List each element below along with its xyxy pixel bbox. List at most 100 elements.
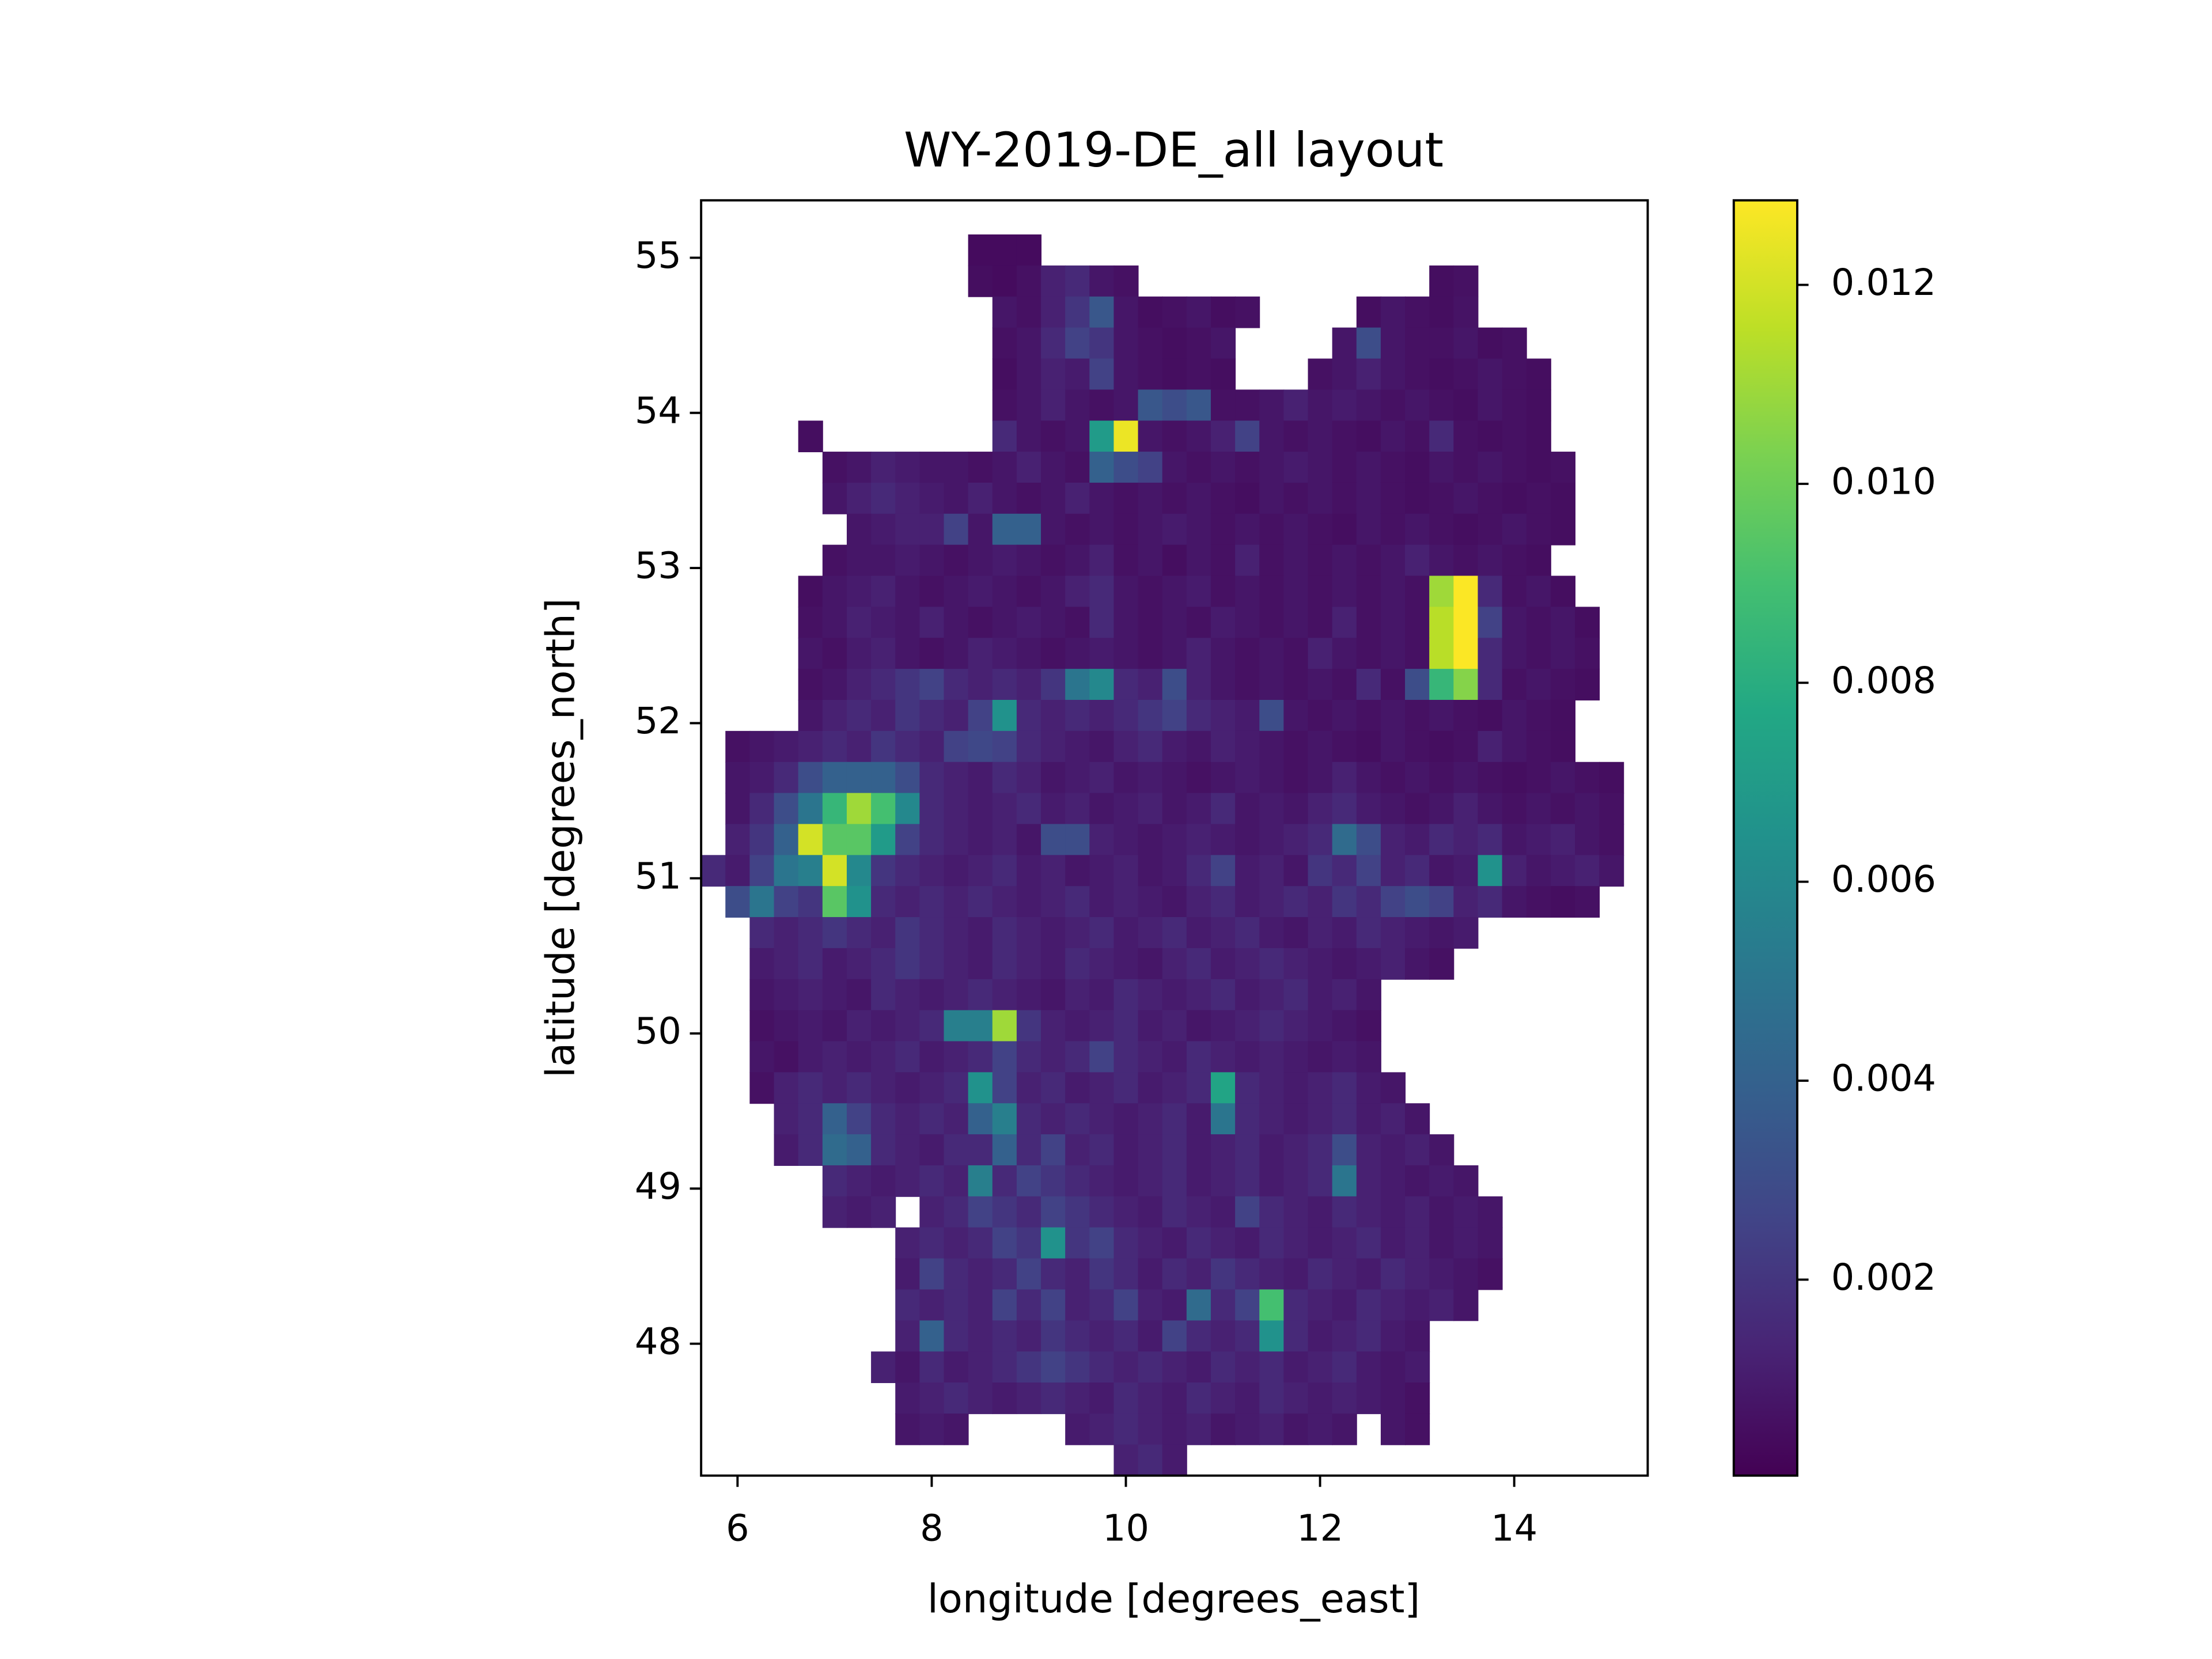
heatmap-cell [1186,1227,1211,1259]
heatmap-cell [846,482,872,514]
heatmap-cell [774,762,799,794]
heatmap-cell [1502,638,1527,670]
heatmap-cell [1210,1010,1236,1042]
heatmap-cell [1113,575,1139,608]
heatmap-cell [1235,452,1260,483]
heatmap-cell [1356,1196,1381,1228]
heatmap-cell [1016,1320,1042,1353]
y-tick-label: 49 [635,1165,681,1208]
heatmap-cell [1041,824,1066,856]
heatmap-cell [1138,1413,1163,1445]
heatmap-cell [1550,607,1575,639]
heatmap-cell [725,793,751,825]
heatmap-cell [1210,482,1236,514]
heatmap-cell [1429,886,1455,918]
heatmap-cell [992,327,1017,359]
heatmap-cell [1113,265,1139,297]
heatmap-cell [944,1258,969,1290]
heatmap-cell [1113,607,1139,639]
heatmap-cell [1259,421,1285,453]
heatmap-cell [1332,1103,1357,1135]
heatmap-cell [1478,544,1503,577]
heatmap-cell [1113,917,1139,949]
heatmap-cell [1283,1041,1309,1073]
heatmap-cell [895,575,921,608]
heatmap-cell [992,389,1017,422]
heatmap-cell [1453,730,1479,763]
heatmap-cell [725,886,751,918]
heatmap-cell [871,917,896,949]
heatmap-cell [774,1010,799,1042]
heatmap-cell [1380,793,1406,825]
heatmap-cell [1332,607,1357,639]
heatmap-cell [895,1134,921,1166]
heatmap-cell [1502,421,1527,453]
heatmap-cell [1453,669,1479,700]
heatmap-cell [1065,1134,1090,1166]
heatmap-cell [871,1165,896,1197]
heatmap-cell [1016,638,1042,670]
heatmap-cell [1065,1351,1090,1384]
heatmap-cell [1405,575,1430,608]
heatmap-cell [1162,1320,1187,1353]
heatmap-cell [1113,358,1139,391]
heatmap-cell [1138,699,1163,732]
heatmap-cell [1113,762,1139,794]
heatmap-cell [1380,824,1406,856]
heatmap-cell [1453,421,1479,453]
heatmap-cell [895,730,921,763]
heatmap-cell [1138,607,1163,639]
heatmap-cell [1113,1413,1139,1445]
heatmap-cell [895,1413,921,1445]
heatmap-cell [1429,699,1455,732]
heatmap-cell [1526,762,1551,794]
heatmap-cell [1502,762,1527,794]
heatmap-cell [1041,1227,1066,1259]
heatmap-cell [1016,513,1042,546]
heatmap-cell [1332,1072,1357,1104]
heatmap-cell [1405,699,1430,732]
heatmap-cell [968,1165,993,1197]
heatmap-cell [968,638,993,670]
heatmap-cell [1405,762,1430,794]
heatmap-cell [992,1320,1017,1353]
heatmap-cell [1089,917,1115,949]
heatmap-cell [1356,1103,1381,1135]
heatmap-cell [1283,1010,1309,1042]
heatmap-cell [1429,793,1455,825]
heatmap-cell [846,824,872,856]
heatmap-cell [1380,296,1406,328]
heatmap-cell [1065,1382,1090,1414]
heatmap-cell [1332,1320,1357,1353]
heatmap-cell [944,699,969,732]
heatmap-cell [1016,1041,1042,1073]
heatmap-cell [822,1134,847,1166]
heatmap-cell [1332,1041,1357,1073]
heatmap-cell [1380,1320,1406,1353]
heatmap-cell [1332,886,1357,918]
heatmap-cell [1283,513,1309,546]
heatmap-cell [1089,886,1115,918]
heatmap-cell [1113,1165,1139,1197]
plot-frame [700,199,1649,1477]
heatmap-cell [1113,824,1139,856]
heatmap-cell [871,1103,896,1135]
heatmap-cell [1065,948,1090,980]
heatmap-cell [1162,1165,1187,1197]
heatmap-cell [1332,1351,1357,1384]
heatmap-cell [1138,1134,1163,1166]
heatmap-cell [992,1351,1017,1384]
heatmap-cell [798,1041,823,1073]
heatmap-cell [895,1010,921,1042]
heatmap-cell [1138,793,1163,825]
heatmap-cell [968,855,993,887]
heatmap-cell [1016,855,1042,887]
heatmap-cell [1405,886,1430,918]
heatmap-cell [1550,482,1575,514]
heatmap-cell [846,1103,872,1135]
heatmap-cell [1210,855,1236,887]
chart-title: WY-2019-DE_all layout [904,122,1444,178]
heatmap-cell [1186,824,1211,856]
heatmap-cell [1405,793,1430,825]
heatmap-cell [1065,389,1090,422]
